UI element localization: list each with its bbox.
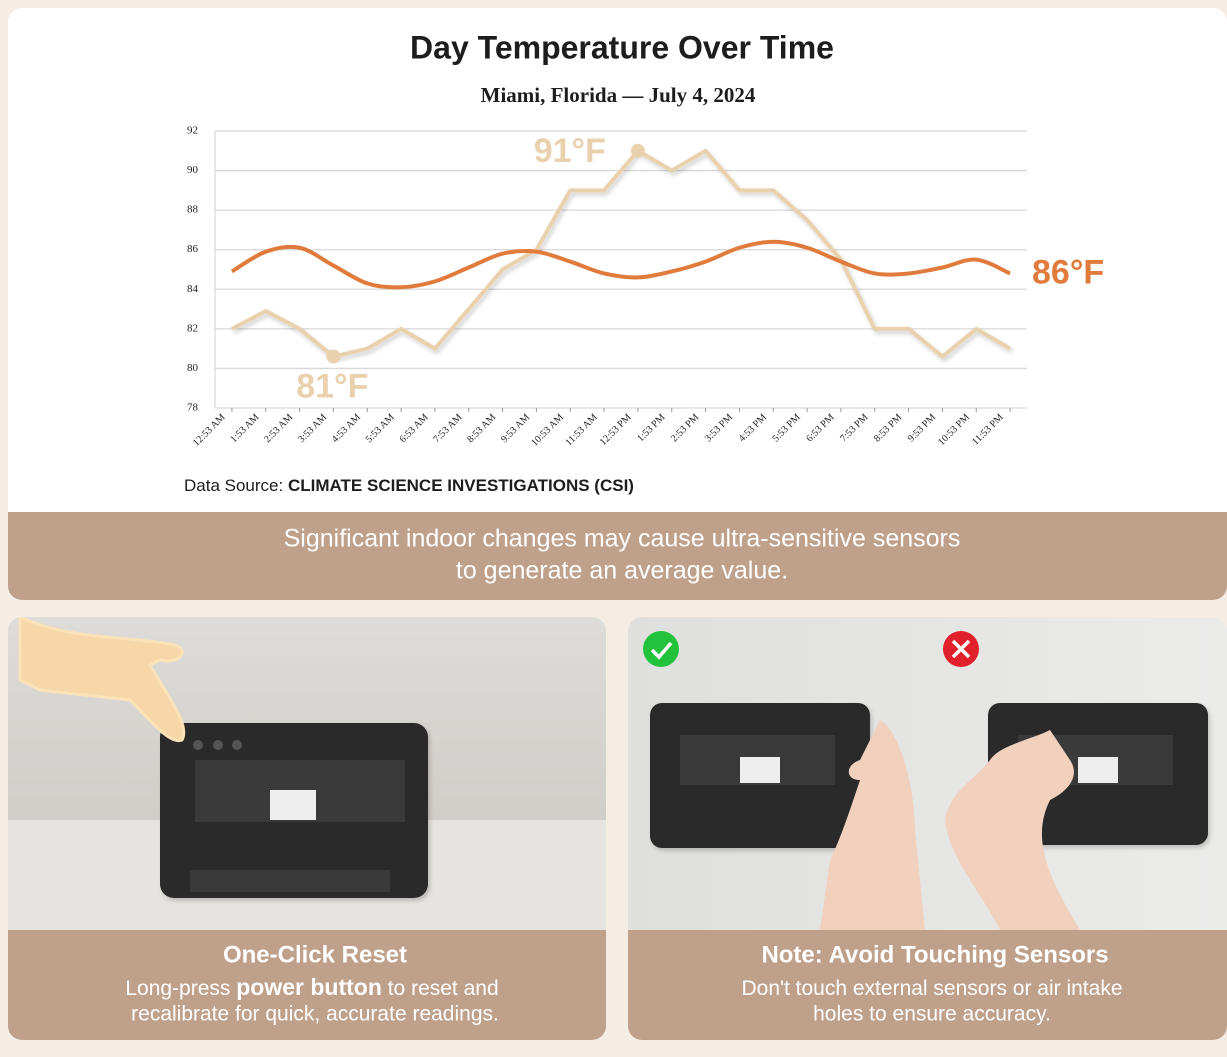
y-tick-label: 86 <box>187 243 199 255</box>
panel-avoid: Note: Avoid Touching Sensors Don't touch… <box>628 617 1227 1040</box>
device-grille <box>190 870 390 892</box>
annotation: 86°F <box>1032 253 1104 291</box>
panel-reset: One-Click Reset Long-press power button … <box>8 617 606 1040</box>
device-button <box>193 740 203 750</box>
chart-subtitle: Miami, Florida — July 4, 2024 <box>481 83 756 107</box>
highlight-dot <box>631 144 645 158</box>
y-tick-label: 80 <box>187 362 199 374</box>
caption-title: One-Click Reset <box>223 941 407 968</box>
annotation: 91°F <box>534 132 606 170</box>
annotation: 81°F <box>296 368 368 406</box>
page: Day Temperature Over Time Miami, Florida… <box>0 0 1227 1057</box>
y-tick-label: 92 <box>187 125 198 137</box>
caption-text: Long-press power button to reset and <box>125 974 498 1000</box>
caption-text: recalibrate for quick, accurate readings… <box>131 1003 499 1026</box>
source-label: Data Source: <box>184 476 283 495</box>
device-button <box>213 740 223 750</box>
caption-bold: power button <box>236 974 382 1000</box>
device-label <box>1078 757 1118 783</box>
caption-text: holes to ensure accuracy. <box>813 1003 1051 1026</box>
caption-part: to reset and <box>382 977 499 1000</box>
device-label <box>740 757 780 783</box>
caption-text: Don't touch external sensors or air inta… <box>741 977 1122 1000</box>
source-name: CLIMATE SCIENCE INVESTIGATIONS (CSI) <box>288 476 634 495</box>
highlight-dot <box>326 350 340 364</box>
banner-line: to generate an average value. <box>456 557 788 585</box>
data-source: Data Source: CLIMATE SCIENCE INVESTIGATI… <box>184 476 634 495</box>
banner-line: Significant indoor changes may cause ult… <box>284 525 961 553</box>
check-icon <box>643 631 679 667</box>
y-tick-label: 82 <box>187 322 198 334</box>
y-tick-label: 90 <box>187 164 199 176</box>
device-label <box>270 790 316 820</box>
y-tick-label: 88 <box>187 204 199 216</box>
caption-title: Note: Avoid Touching Sensors <box>761 941 1108 968</box>
y-tick-label: 84 <box>187 283 199 295</box>
caption-part: Long-press <box>125 977 236 1000</box>
device-button <box>232 740 242 750</box>
caption-part: Don't touch external sensors or air inta… <box>741 977 1122 1000</box>
chart-title: Day Temperature Over Time <box>410 29 834 65</box>
y-tick-label: 78 <box>187 402 199 414</box>
page-canvas: Day Temperature Over Time Miami, Florida… <box>0 0 1227 1057</box>
